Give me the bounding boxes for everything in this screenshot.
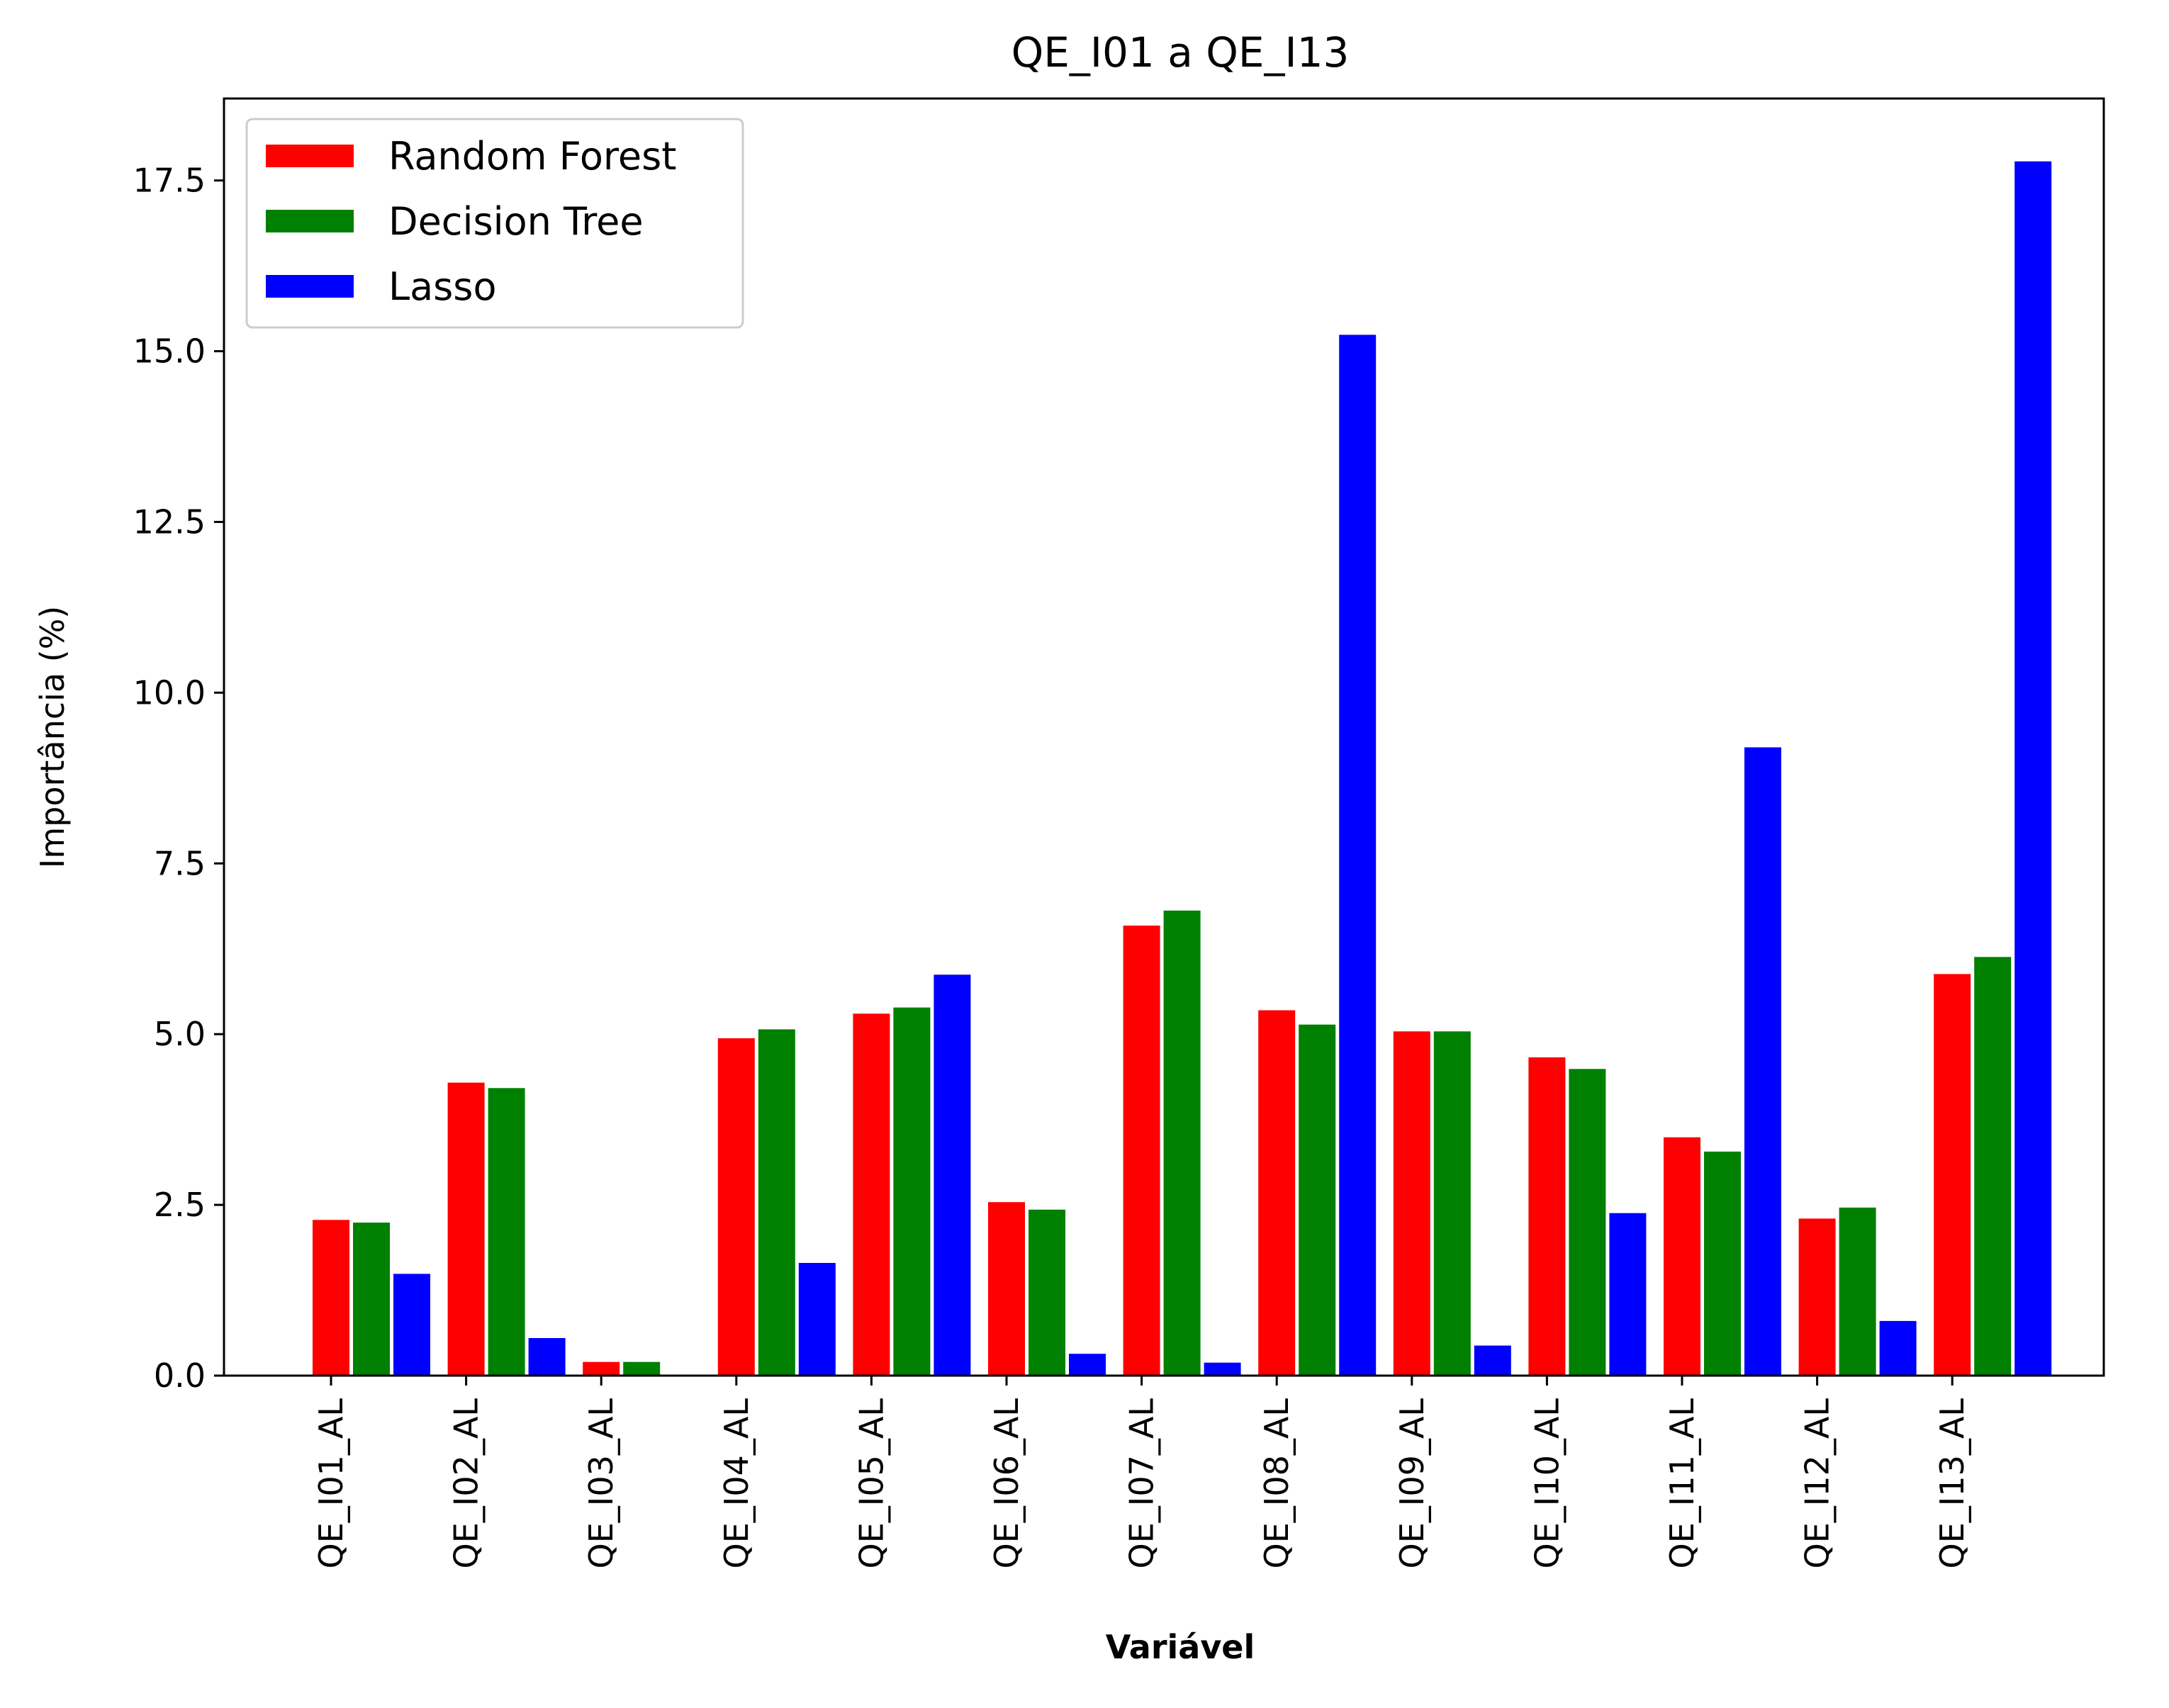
bar-decision-tree-qe_i13_al bbox=[1974, 957, 2012, 1376]
x-tick-label: QE_I06_AL bbox=[987, 1398, 1026, 1569]
legend-label: Decision Tree bbox=[388, 199, 644, 244]
bar-decision-tree-qe_i04_al bbox=[758, 1029, 795, 1376]
bar-lasso-qe_i07_al bbox=[1204, 1362, 1241, 1376]
x-tick-label: QE_I13_AL bbox=[1933, 1398, 1971, 1569]
y-tick-label: 15.0 bbox=[133, 332, 206, 371]
bar-random-forest-qe_i10_al bbox=[1528, 1057, 1566, 1376]
bar-lasso-qe_i01_al bbox=[393, 1274, 430, 1376]
bar-decision-tree-qe_i07_al bbox=[1163, 910, 1201, 1376]
bar-decision-tree-qe_i02_al bbox=[488, 1088, 525, 1376]
x-tick-label: QE_I10_AL bbox=[1528, 1398, 1566, 1569]
bar-random-forest-qe_i06_al bbox=[988, 1202, 1025, 1376]
bar-random-forest-qe_i12_al bbox=[1798, 1218, 1836, 1376]
legend-swatch-random-forest bbox=[266, 145, 354, 167]
chart-title: QE_I01 a QE_I13 bbox=[1011, 28, 1350, 77]
y-tick-label: 10.0 bbox=[133, 673, 206, 712]
x-tick-label: QE_I05_AL bbox=[852, 1398, 890, 1569]
x-tick-label: QE_I12_AL bbox=[1798, 1398, 1837, 1569]
bar-random-forest-qe_i01_al bbox=[313, 1220, 349, 1376]
legend-label: Random Forest bbox=[388, 134, 676, 179]
bar-random-forest-qe_i11_al bbox=[1664, 1137, 1700, 1376]
bar-decision-tree-qe_i06_al bbox=[1029, 1209, 1065, 1376]
bar-lasso-qe_i10_al bbox=[1609, 1213, 1647, 1376]
y-axis: 0.0 2.5 5.0 7.5 10.0 12.5 15.0 17.5 bbox=[133, 162, 224, 1395]
bar-random-forest-qe_i08_al bbox=[1258, 1010, 1296, 1376]
y-axis-label: Importância (%) bbox=[33, 606, 72, 869]
y-tick-label: 12.5 bbox=[133, 502, 206, 541]
bar-lasso-qe_i11_al bbox=[1744, 747, 1781, 1376]
legend: Random Forest Decision Tree Lasso bbox=[245, 118, 744, 329]
bar-decision-tree-qe_i01_al bbox=[353, 1223, 390, 1376]
bar-decision-tree-qe_i09_al bbox=[1433, 1031, 1471, 1376]
legend-label: Lasso bbox=[388, 264, 496, 309]
bar-random-forest-qe_i05_al bbox=[853, 1013, 890, 1376]
bar-lasso-qe_i12_al bbox=[1879, 1320, 1917, 1376]
y-tick-label: 17.5 bbox=[133, 162, 206, 200]
legend-swatch-decision-tree bbox=[266, 210, 354, 232]
x-tick-label: QE_I04_AL bbox=[717, 1398, 756, 1569]
bar-lasso-qe_i05_al bbox=[934, 974, 971, 1376]
bar-decision-tree-qe_i08_al bbox=[1299, 1024, 1336, 1376]
x-tick-label: QE_I02_AL bbox=[447, 1398, 486, 1569]
bar-random-forest-qe_i07_al bbox=[1123, 926, 1160, 1376]
bar-random-forest-qe_i04_al bbox=[717, 1038, 755, 1376]
bar-decision-tree-qe_i10_al bbox=[1569, 1069, 1606, 1376]
bar-lasso-qe_i02_al bbox=[528, 1338, 566, 1376]
bar-decision-tree-qe_i03_al bbox=[623, 1361, 661, 1376]
x-tick-label: QE_I03_AL bbox=[582, 1398, 620, 1569]
legend-box bbox=[245, 118, 744, 329]
x-axis: QE_I01_AL QE_I02_AL QE_I03_AL QE_I04_AL QE_I… bbox=[312, 1376, 1971, 1568]
legend-swatch-lasso bbox=[266, 275, 354, 298]
y-tick-label: 0.0 bbox=[154, 1356, 206, 1395]
bar-lasso-qe_i09_al bbox=[1474, 1345, 1511, 1376]
x-tick-label: QE_I01_AL bbox=[312, 1398, 350, 1569]
bar-lasso-qe_i06_al bbox=[1069, 1354, 1106, 1376]
bar-decision-tree-qe_i05_al bbox=[893, 1007, 931, 1376]
plot-frame bbox=[223, 97, 2105, 1377]
bar-decision-tree-qe_i11_al bbox=[1704, 1151, 1741, 1376]
bar-random-forest-qe_i02_al bbox=[447, 1082, 485, 1376]
bar-lasso-qe_i13_al bbox=[2014, 161, 2052, 1376]
x-axis-label: Variável bbox=[1106, 1628, 1255, 1666]
bar-lasso-qe_i04_al bbox=[798, 1263, 836, 1376]
bar-random-forest-qe_i03_al bbox=[583, 1361, 620, 1376]
bar-random-forest-qe_i09_al bbox=[1393, 1031, 1430, 1376]
bar-lasso-qe_i08_al bbox=[1339, 335, 1377, 1376]
bars-layer bbox=[313, 161, 2052, 1376]
bar-decision-tree-qe_i12_al bbox=[1839, 1207, 1876, 1376]
bar-random-forest-qe_i13_al bbox=[1934, 974, 1971, 1376]
x-tick-label: QE_I08_AL bbox=[1257, 1398, 1296, 1569]
y-tick-label: 7.5 bbox=[154, 844, 206, 882]
x-tick-label: QE_I11_AL bbox=[1663, 1398, 1701, 1569]
x-tick-label: QE_I09_AL bbox=[1393, 1398, 1431, 1569]
y-tick-label: 2.5 bbox=[154, 1186, 206, 1224]
y-tick-label: 5.0 bbox=[154, 1015, 206, 1053]
x-tick-label: QE_I07_AL bbox=[1123, 1398, 1161, 1569]
